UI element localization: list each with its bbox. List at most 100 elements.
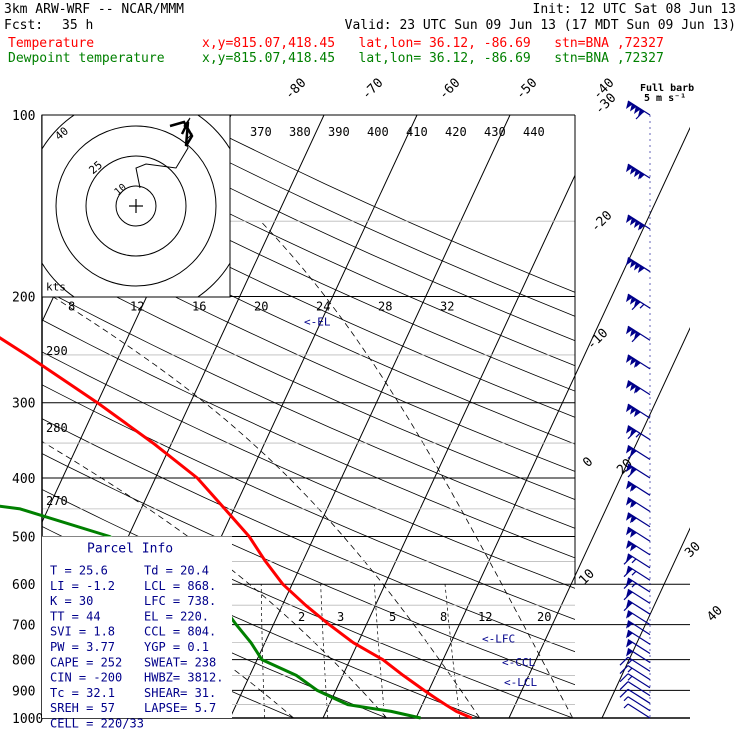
wind-barb-half: [627, 612, 633, 618]
isotherm-line: [695, 115, 740, 718]
wind-barb-flag: [626, 326, 633, 335]
wind-barb-full: [619, 681, 629, 691]
parcel-info-value: LCL = 868.: [144, 579, 216, 593]
mixing-ratio-line: [260, 584, 265, 718]
wind-barb: [623, 553, 651, 569]
forecast-hours: 35 h: [62, 18, 94, 33]
isotherm-label: 10: [576, 566, 598, 588]
wind-barb: [619, 673, 651, 689]
wind-barb-half: [631, 570, 637, 576]
pressure-tick-label: 600: [12, 578, 35, 593]
wind-barb-flag: [626, 101, 633, 109]
wind-barb-half: [631, 558, 637, 564]
hodograph: [42, 115, 230, 297]
wind-barb-staff: [627, 703, 651, 719]
speed-axis-label: 20: [254, 300, 268, 314]
wind-barb-half: [627, 675, 633, 681]
speed-axis-label: 28: [378, 300, 392, 314]
wind-barb: [626, 257, 651, 274]
wind-barb: [626, 100, 651, 120]
theta-label: 390: [328, 125, 350, 139]
parcel-level-marker: <-CCL: [502, 656, 535, 669]
isotherm-line: [229, 115, 511, 718]
moist-adiabat: [42, 543, 294, 718]
wind-barb-flag: [626, 527, 633, 536]
pressure-tick-label: 400: [12, 472, 35, 487]
wind-barb: [626, 214, 651, 231]
wind-barb: [626, 648, 651, 664]
hodograph-ring: [55, 125, 217, 287]
wind-barb-half: [639, 224, 645, 230]
wind-barb-staff: [627, 681, 651, 697]
wind-barb-flag: [626, 164, 633, 173]
wind-barb: [626, 403, 651, 419]
isotherm-label: -60: [436, 76, 463, 103]
theta-label: 430: [484, 125, 506, 139]
wind-barb-half: [631, 582, 637, 588]
mixing-ratio-line: [374, 584, 386, 718]
wind-barb-flag: [630, 166, 637, 175]
isotherm-label: 0: [580, 454, 596, 470]
wind-barb-full: [623, 602, 633, 612]
parcel-info-value: TT = 44: [50, 609, 101, 623]
wind-barb-flag: [626, 630, 633, 639]
speed-axis-label: 16: [192, 300, 206, 314]
wind-barb: [626, 620, 651, 636]
speed-axis-label: 32: [440, 300, 454, 314]
parcel-info-value: CIN = -200: [50, 671, 122, 685]
wind-barb-staff: [627, 673, 651, 689]
hodograph-ring: [85, 155, 187, 257]
wind-barb-half: [635, 387, 641, 393]
wind-barb: [626, 540, 651, 556]
wind-barb-full: [619, 688, 629, 698]
pressure-tick-label: 800: [12, 654, 35, 669]
wind-barb-flag: [626, 404, 633, 413]
moist-adiabat: [42, 441, 387, 718]
isotherm-label: -50: [513, 76, 540, 103]
isotherm-line: [322, 174, 575, 718]
isotherm-label: 40: [704, 603, 726, 625]
mixing-ratio-label: 2: [298, 610, 305, 624]
pressure-tick-label: 700: [12, 619, 35, 634]
parcel-info-value: T = 25.6: [50, 563, 108, 577]
parcel-info-value: LI = -1.2: [50, 579, 115, 593]
theta-label: 440: [523, 125, 545, 139]
temperature-location: x,y=815.07,418.45 lat,lon= 36.12, -86.69…: [202, 36, 664, 51]
parcel-info-value: HWBZ= 3812.: [144, 671, 223, 685]
wind-barb-flag: [630, 328, 637, 337]
mixing-ratio-label: 8: [440, 610, 447, 624]
wind-barb-flag: [626, 648, 633, 657]
moist-adiabat: [42, 289, 481, 718]
wind-barb-flag: [626, 215, 633, 224]
parcel-info-value: Td = 20.4: [144, 563, 209, 577]
wind-barb-full: [623, 580, 633, 589]
wind-barb-flag: [630, 543, 637, 552]
wind-barb-full: [631, 333, 641, 343]
wind-barb-half: [627, 667, 633, 673]
wind-barb-full: [623, 568, 633, 578]
wind-barb: [626, 445, 651, 461]
wind-barb-half: [635, 432, 641, 438]
wind-barb-full: [623, 555, 633, 565]
pressure-tick-label: 900: [12, 684, 35, 699]
mixing-ratio-label: 5: [389, 610, 396, 624]
skewt-lower-grid: [415, 115, 740, 718]
wind-barb-half: [627, 632, 633, 638]
wind-barb-full: [623, 591, 633, 601]
parcel-info-value: CELL = 220/33: [50, 716, 144, 730]
wind-barb: [626, 512, 651, 528]
wind-barb: [626, 163, 651, 180]
wind-barb: [623, 577, 651, 593]
wind-barb-flag: [634, 106, 641, 114]
wind-barb: [619, 656, 651, 672]
parcel-level-marker: <-LFC: [482, 632, 515, 645]
pressure-tick-label: 100: [12, 109, 35, 124]
wind-barb: [626, 610, 651, 626]
theta-label: 370: [250, 125, 272, 139]
moist-adiabat: [260, 220, 574, 718]
wind-barb: [623, 703, 651, 719]
hodograph-ring: [115, 185, 157, 227]
wind-barb-flag: [626, 610, 633, 619]
wind-barb-flag: [630, 296, 637, 305]
parcel-info-value: Tc = 32.1: [50, 686, 115, 700]
